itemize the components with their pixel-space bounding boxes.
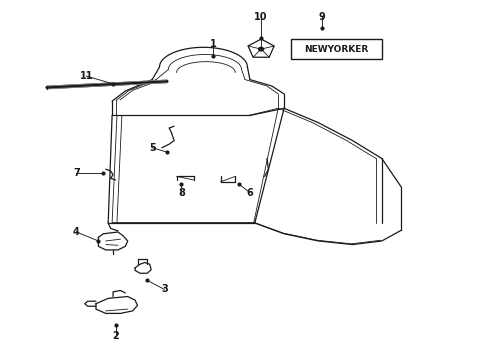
Text: 4: 4: [73, 227, 80, 237]
Text: 11: 11: [79, 71, 93, 81]
Text: 5: 5: [149, 143, 155, 153]
Text: 6: 6: [246, 188, 253, 198]
Circle shape: [259, 47, 264, 51]
Text: 8: 8: [178, 188, 185, 198]
FancyBboxPatch shape: [292, 39, 382, 59]
Text: 10: 10: [254, 12, 268, 22]
Text: 1: 1: [210, 39, 217, 49]
Text: 2: 2: [112, 331, 119, 341]
Text: 7: 7: [73, 168, 80, 178]
Text: 3: 3: [161, 284, 168, 294]
Text: 9: 9: [319, 12, 325, 22]
Text: NEWYORKER: NEWYORKER: [304, 45, 369, 54]
